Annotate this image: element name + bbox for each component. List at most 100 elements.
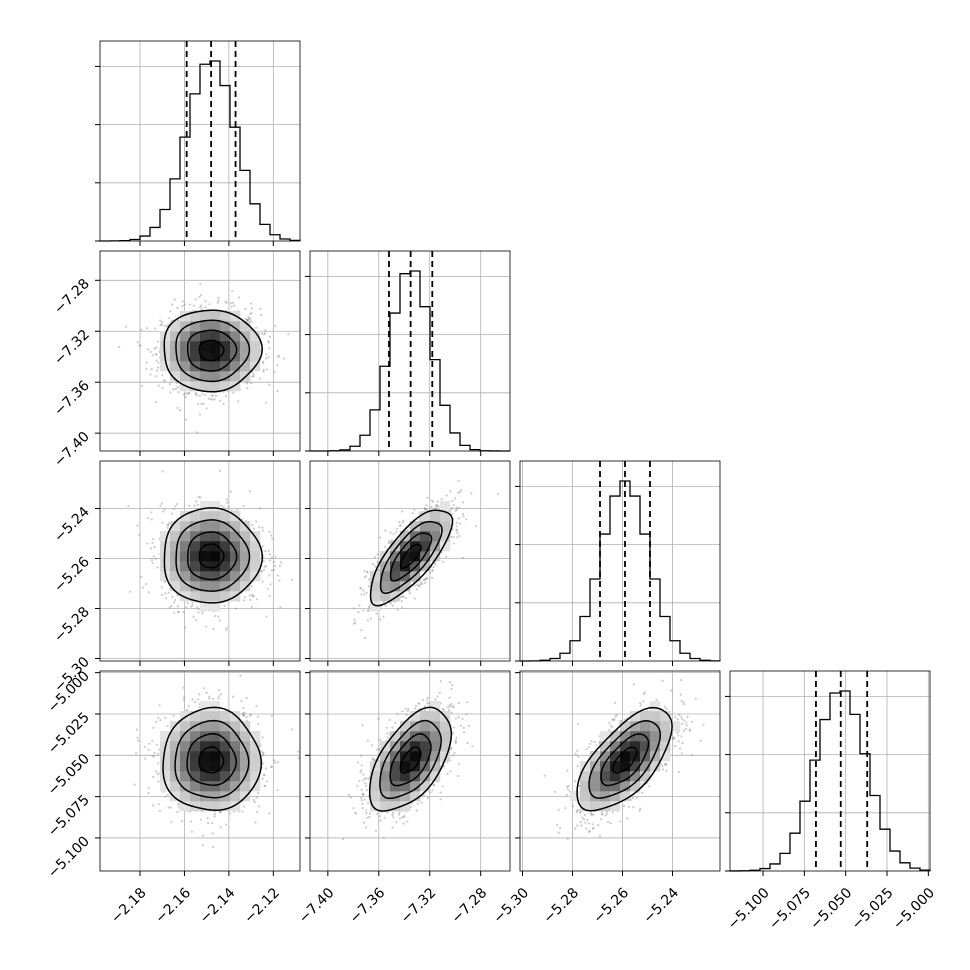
density-cell: [170, 731, 181, 742]
density-cell: [220, 721, 231, 732]
density-cell: [210, 761, 221, 772]
sample-point: [248, 317, 251, 320]
sample-point: [274, 564, 277, 567]
sample-point: [266, 587, 269, 590]
sample-point: [598, 835, 602, 838]
sample-point: [389, 602, 393, 605]
density-cell: [250, 731, 261, 742]
sample-point: [155, 359, 158, 362]
sample-point: [151, 804, 155, 807]
sample-point: [359, 587, 362, 590]
sample-point: [249, 317, 252, 320]
sample-point: [358, 779, 361, 783]
sample-point: [447, 708, 451, 712]
sample-point: [659, 763, 663, 766]
sample-point: [282, 357, 285, 360]
sample-point: [225, 629, 228, 632]
sample-point: [157, 762, 160, 765]
density-cell: [210, 361, 221, 372]
density-cell: [430, 731, 441, 742]
x-tick-label: −5.025: [849, 885, 897, 933]
density-cell: [190, 801, 201, 812]
contour-line: [175, 519, 251, 592]
sample-point: [608, 721, 611, 725]
sample-point: [352, 607, 355, 610]
density-cell: [160, 771, 171, 782]
sample-point: [250, 605, 253, 608]
sample-point: [362, 793, 365, 796]
sample-point: [153, 545, 156, 549]
sample-point: [173, 298, 176, 301]
sample-point: [262, 361, 265, 365]
sample-point: [583, 814, 587, 817]
sample-point: [251, 375, 254, 378]
sample-point: [446, 705, 450, 709]
sample-point: [386, 811, 389, 814]
sample-point: [615, 713, 618, 717]
density-cell: [250, 561, 261, 572]
density-cell: [180, 541, 191, 552]
sample-point: [219, 826, 222, 829]
density-cell: [220, 351, 231, 362]
sample-point: [690, 720, 693, 723]
sample-point: [218, 619, 221, 622]
density-cell: [230, 551, 241, 562]
sample-point: [157, 716, 160, 719]
density-cell: [240, 791, 251, 802]
density-cell: [240, 581, 251, 592]
density-cell: [370, 571, 381, 582]
sample-point: [466, 741, 469, 745]
y-tick-label: −5.025: [45, 709, 93, 757]
sample-point: [361, 807, 364, 810]
sample-point: [422, 578, 425, 582]
density-cell: [370, 761, 381, 772]
density-cell: [230, 571, 241, 582]
sample-point: [373, 555, 377, 559]
sample-point: [455, 521, 458, 524]
density-cell: [200, 601, 211, 612]
sample-point: [168, 606, 171, 609]
density-cell: [410, 571, 421, 582]
sample-point: [272, 568, 276, 572]
sample-point: [564, 806, 567, 810]
density-cell: [170, 371, 181, 382]
density-cell: [240, 361, 251, 372]
sample-point: [163, 379, 166, 382]
density-cell: [180, 711, 191, 722]
sample-point: [216, 301, 219, 304]
sample-point: [643, 692, 646, 695]
sample-point: [182, 698, 185, 701]
density-cell: [640, 721, 651, 732]
sample-point: [127, 504, 130, 508]
sample-point: [261, 777, 264, 780]
sample-point: [453, 497, 457, 500]
sample-point: [432, 783, 435, 786]
sample-point: [566, 837, 569, 840]
sample-point: [402, 595, 405, 598]
sample-point: [167, 806, 170, 809]
sample-point: [265, 615, 268, 618]
sample-point: [218, 689, 221, 692]
density-cell: [220, 321, 231, 332]
sample-point: [138, 533, 141, 536]
density-cell: [250, 351, 261, 362]
density-cell: [160, 751, 171, 762]
sample-point: [213, 813, 217, 816]
x-tick-label: −2.18: [108, 885, 150, 927]
sample-point: [147, 591, 150, 594]
sample-point: [268, 530, 271, 534]
sample-point: [391, 604, 395, 607]
sample-point: [457, 479, 460, 483]
sample-point: [374, 565, 377, 568]
sample-point: [264, 357, 268, 360]
sample-point: [160, 321, 163, 324]
sample-point: [405, 713, 408, 716]
y-axis-4: −5.100−5.075−5.050−5.025−5.000: [45, 668, 520, 881]
density-cell: [190, 741, 201, 752]
sample-point: [425, 699, 429, 702]
sample-point: [268, 595, 271, 598]
density-cell: [190, 551, 201, 562]
sample-point: [399, 524, 402, 528]
sample-point: [158, 319, 162, 322]
x-tick-label: −5.075: [766, 885, 814, 933]
